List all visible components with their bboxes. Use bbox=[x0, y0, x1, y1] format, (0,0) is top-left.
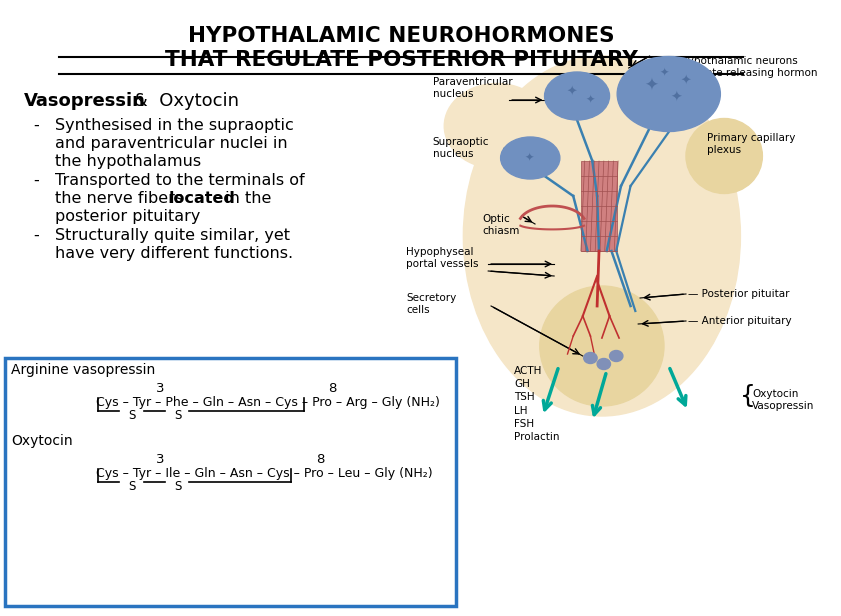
Text: -: - bbox=[34, 173, 40, 188]
Text: and paraventricular nuclei in: and paraventricular nuclei in bbox=[56, 136, 288, 151]
Text: THAT REGULATE POSTERIOR PITUITARY: THAT REGULATE POSTERIOR PITUITARY bbox=[165, 50, 637, 70]
Text: Cys – Tyr – Ile – Gln – Asn – Cys – Pro – Leu – Gly (NH₂): Cys – Tyr – Ile – Gln – Asn – Cys – Pro … bbox=[96, 467, 432, 480]
Text: have very different functions.: have very different functions. bbox=[56, 246, 294, 261]
Text: ✦: ✦ bbox=[585, 95, 595, 105]
Text: Oxytocin
Vasopressin: Oxytocin Vasopressin bbox=[752, 389, 814, 411]
Text: 8: 8 bbox=[328, 382, 336, 395]
Text: Supraoptic
nucleus: Supraoptic nucleus bbox=[433, 137, 489, 159]
Text: the hypothalamus: the hypothalamus bbox=[56, 154, 202, 169]
Text: Oxytocin: Oxytocin bbox=[12, 434, 73, 448]
Bar bbox=[5, 358, 456, 606]
Text: S: S bbox=[174, 409, 182, 422]
Text: HYPOTHALAMIC NEUROHORMONES: HYPOTHALAMIC NEUROHORMONES bbox=[188, 26, 615, 46]
Text: -: - bbox=[34, 118, 40, 133]
Ellipse shape bbox=[540, 286, 664, 406]
Text: — Posterior pituitar: — Posterior pituitar bbox=[688, 289, 790, 299]
Text: Hypophyseal
portal vessels: Hypophyseal portal vessels bbox=[406, 247, 479, 269]
Text: ✦: ✦ bbox=[659, 68, 669, 78]
Text: Secretory
cells: Secretory cells bbox=[406, 293, 457, 315]
Text: located: located bbox=[168, 191, 235, 206]
Text: {: { bbox=[740, 384, 764, 408]
Text: S: S bbox=[128, 480, 135, 493]
Text: posterior pituitary: posterior pituitary bbox=[56, 209, 201, 224]
Text: 3: 3 bbox=[156, 453, 165, 466]
Text: Structurally quite similar, yet: Structurally quite similar, yet bbox=[56, 228, 290, 243]
Text: Synthesised in the supraoptic: Synthesised in the supraoptic bbox=[56, 118, 294, 133]
Text: 8: 8 bbox=[316, 453, 325, 466]
Text: ✦: ✦ bbox=[670, 91, 682, 105]
Ellipse shape bbox=[597, 359, 611, 370]
Text: Vasopressin: Vasopressin bbox=[24, 92, 145, 110]
Ellipse shape bbox=[610, 351, 623, 362]
Ellipse shape bbox=[463, 56, 740, 416]
Ellipse shape bbox=[584, 352, 597, 363]
Text: in the: in the bbox=[220, 191, 271, 206]
Text: Cys – Tyr – Phe – Gln – Asn – Cys – Pro – Arg – Gly (NH₂): Cys – Tyr – Phe – Gln – Asn – Cys – Pro … bbox=[96, 396, 439, 409]
Text: Optic
chiasm: Optic chiasm bbox=[483, 214, 520, 235]
Ellipse shape bbox=[617, 57, 721, 131]
Text: Transported to the terminals of: Transported to the terminals of bbox=[56, 173, 305, 188]
Text: S: S bbox=[174, 480, 182, 493]
Text: &  Oxytocin: & Oxytocin bbox=[128, 92, 239, 110]
Ellipse shape bbox=[500, 137, 560, 179]
Text: — Anterior pituitary: — Anterior pituitary bbox=[688, 316, 791, 326]
Text: -: - bbox=[34, 228, 40, 243]
Text: ✦: ✦ bbox=[525, 153, 534, 163]
Text: the nerve fibers: the nerve fibers bbox=[56, 191, 188, 206]
Text: S: S bbox=[128, 409, 135, 422]
Text: Primary capillary
plexus: Primary capillary plexus bbox=[707, 133, 796, 155]
Text: 3: 3 bbox=[156, 382, 165, 395]
Text: Paraventricular
nucleus: Paraventricular nucleus bbox=[433, 77, 512, 99]
Text: Arginine vasopressin: Arginine vasopressin bbox=[12, 363, 156, 377]
Ellipse shape bbox=[686, 118, 763, 193]
Text: ✦: ✦ bbox=[645, 77, 659, 95]
Bar bbox=[581, 161, 617, 251]
Text: ✦: ✦ bbox=[680, 75, 691, 87]
Text: Hypothalamic neurons
(secrete releasing hormon: Hypothalamic neurons (secrete releasing … bbox=[680, 56, 817, 78]
Ellipse shape bbox=[444, 84, 549, 169]
Text: ✦: ✦ bbox=[566, 86, 577, 99]
Text: ACTH
GH
TSH
LH
FSH
Prolactin: ACTH GH TSH LH FSH Prolactin bbox=[514, 366, 559, 442]
Ellipse shape bbox=[545, 72, 610, 120]
